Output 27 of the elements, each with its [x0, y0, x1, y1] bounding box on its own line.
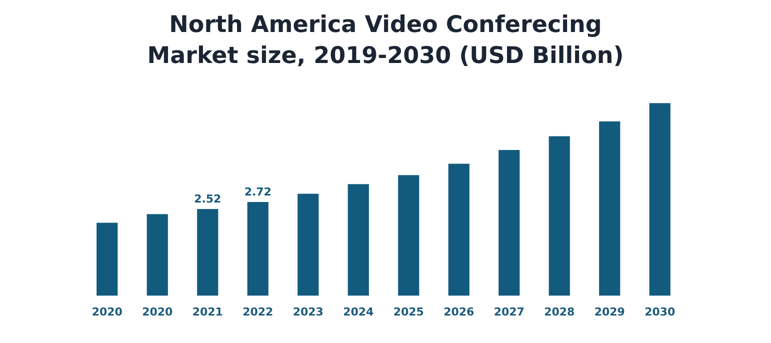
bar: [298, 194, 319, 296]
x-tick-label: 2021: [192, 305, 223, 318]
x-tick-label: 2022: [242, 305, 274, 318]
bar: [498, 150, 520, 296]
x-tick-label: 2027: [494, 305, 524, 318]
x-tick-label: 2023: [292, 305, 324, 318]
data-label: 2.72: [244, 185, 272, 198]
x-tick-label: 2028: [544, 305, 575, 318]
x-tick-label: 2020: [92, 305, 123, 318]
data-label: 2.52: [194, 192, 222, 206]
x-tick-label: 2030: [644, 305, 676, 318]
bar: [197, 208, 218, 296]
bar: [247, 202, 268, 296]
bar: [448, 164, 470, 296]
x-tick-label: 2020: [142, 305, 174, 318]
x-tick-label: 2025: [393, 305, 424, 318]
bar: [398, 175, 420, 296]
bar: [96, 222, 118, 296]
chart-title: North America Video Conferecing Market size, 2019-2030 (USD Billion): [146, 11, 625, 71]
bar: [348, 184, 369, 296]
bar: [146, 214, 168, 296]
x-tick-label: 2026: [444, 305, 475, 318]
bar: [599, 121, 620, 296]
x-tick-label: 2024: [343, 305, 374, 318]
bar: [649, 103, 670, 296]
x-tick-label: 2029: [594, 305, 625, 318]
bar: [548, 136, 570, 296]
